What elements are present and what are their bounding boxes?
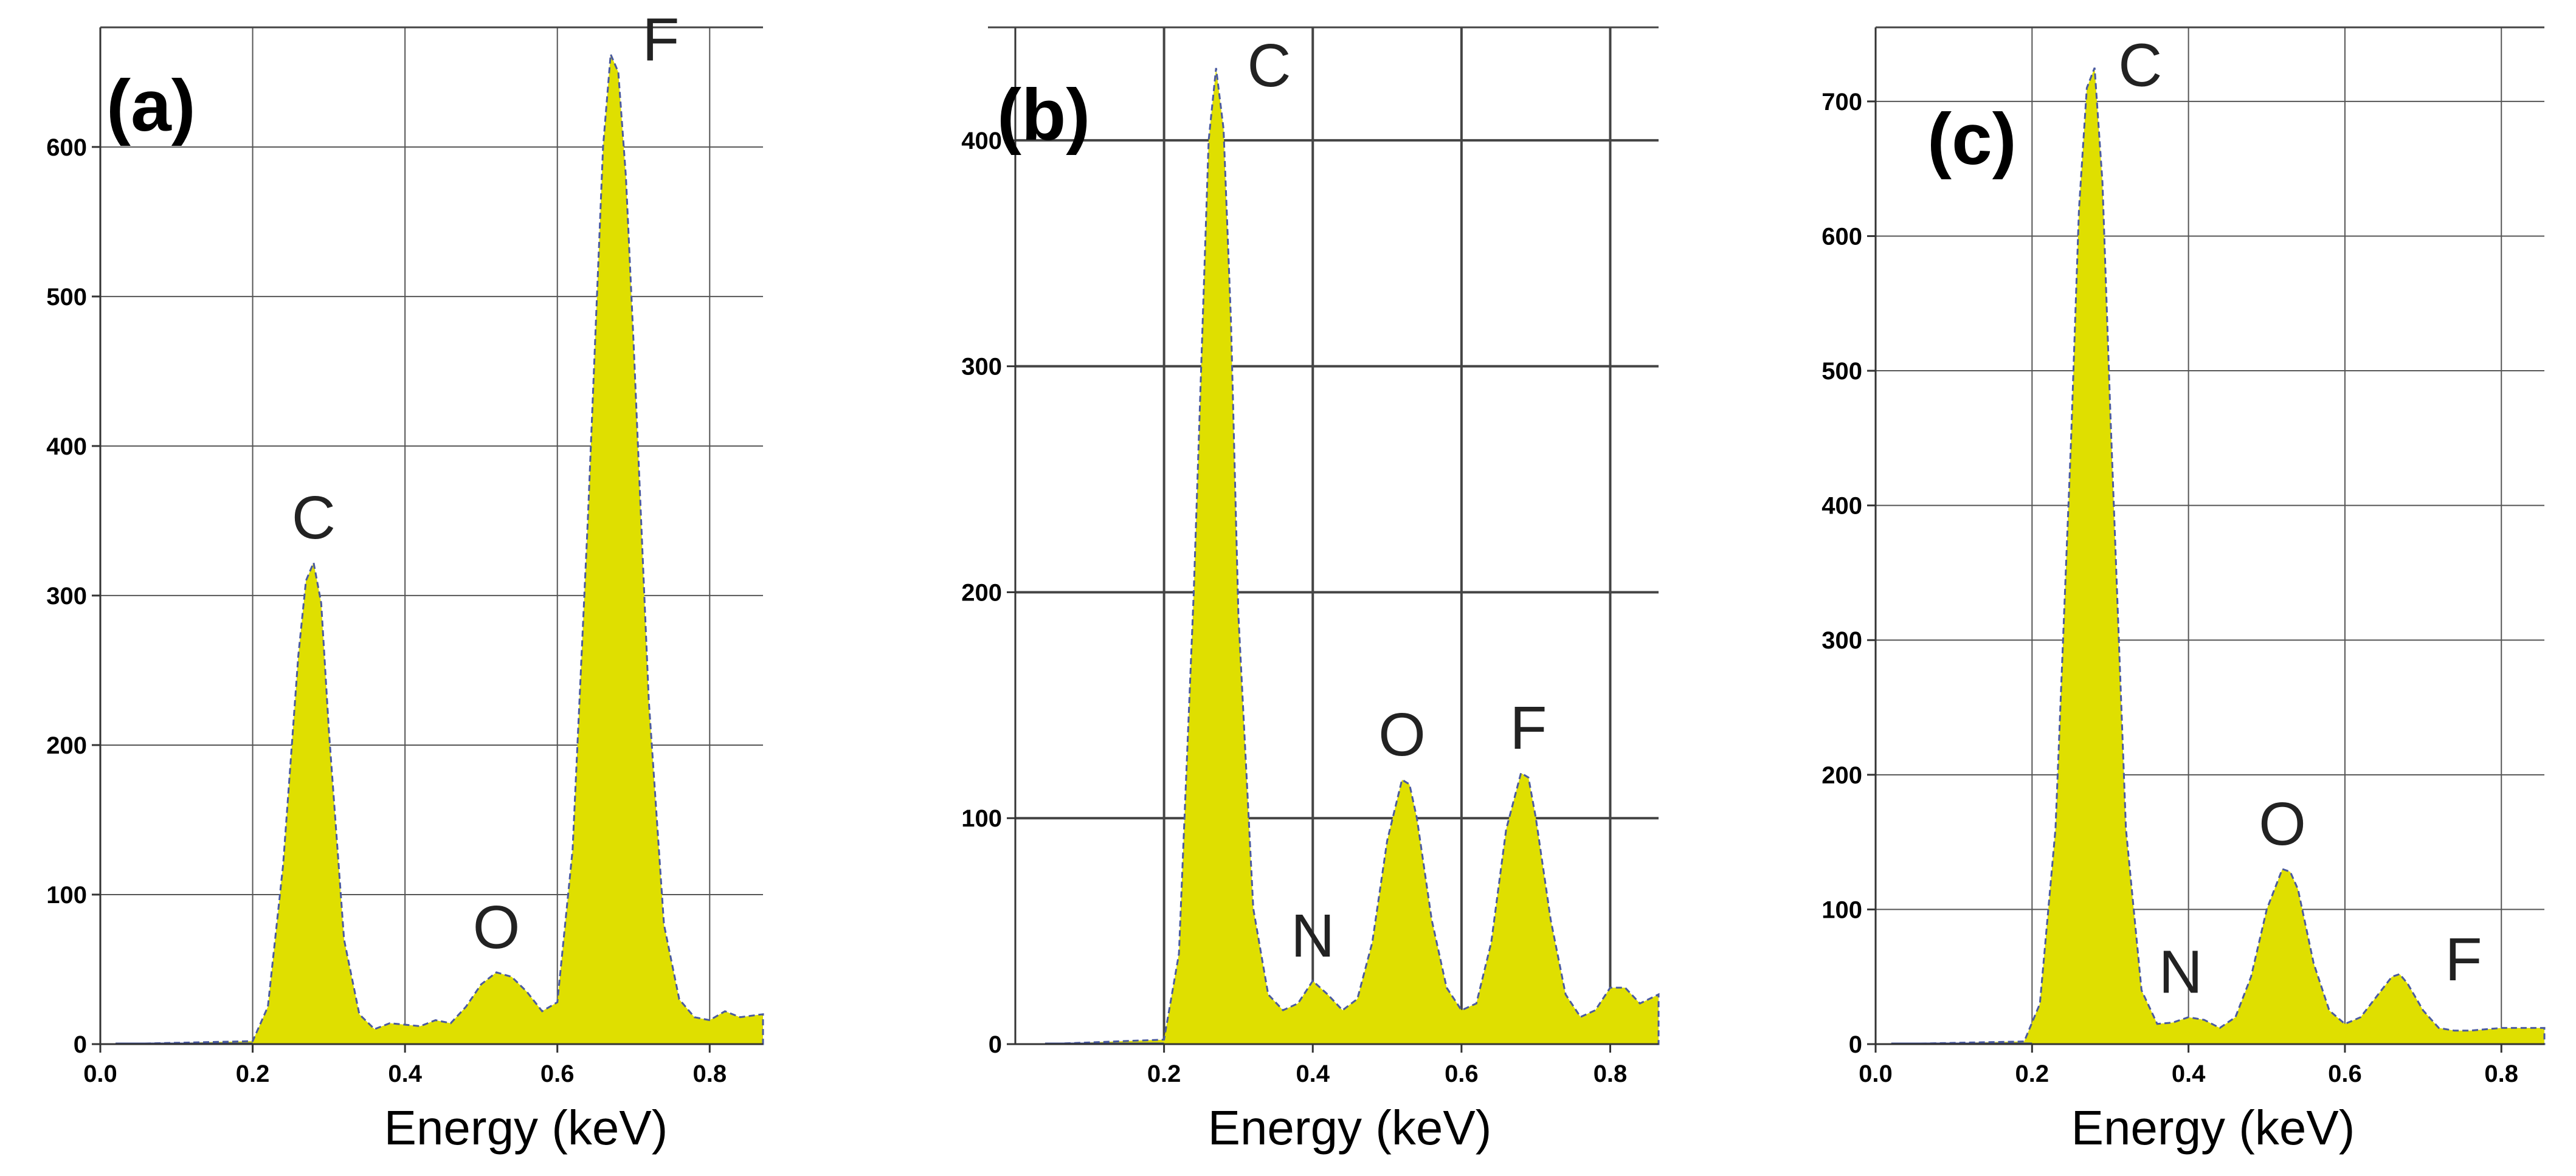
x-tick-label: 0.8 [1594, 1061, 1628, 1087]
x-tick-label: 0.4 [2172, 1061, 2206, 1087]
y-tick-label: 600 [1822, 223, 1862, 250]
peak-label-n: N [2159, 938, 2203, 1006]
y-tick-label: 400 [46, 433, 87, 460]
y-tick-label: 500 [1822, 358, 1862, 385]
x-tick-label: 0.6 [2328, 1061, 2362, 1087]
y-tick-label: 400 [1822, 493, 1862, 520]
x-tick-label: 0.0 [83, 1061, 117, 1087]
peak-label-c: C [292, 484, 336, 552]
peak-label-o: O [1378, 701, 1426, 769]
panel-label: (a) [106, 65, 196, 146]
chart-panel-b: 0 100 200 300 400 0.2 0.4 0.6 0.8 Energy (keV) (b)… [961, 26, 1660, 1155]
chart-panel-a: 0 100 200 300 400 500 600 0.0 0.2 0.4 0.6 0.8 Energy… [46, 5, 764, 1155]
x-axis-title: Energy (keV) [384, 1101, 668, 1155]
spectrum-area [1045, 67, 1660, 1045]
peak-label-o: O [473, 893, 520, 961]
y-tick-label: 100 [961, 805, 1002, 832]
y-tick-label: 200 [46, 732, 87, 759]
y-tick-label: 400 [961, 128, 1002, 154]
peak-label-f: F [2445, 926, 2482, 994]
peak-label-c: C [1247, 32, 1291, 100]
peak-label-f: F [642, 5, 679, 74]
panel-label: (b) [997, 74, 1090, 156]
y-tick-label: 100 [1822, 896, 1862, 923]
y-tick-label: 0 [74, 1031, 87, 1058]
y-tick-label: 300 [961, 354, 1002, 380]
x-tick-label: 0.4 [388, 1061, 422, 1087]
y-tick-label: 700 [1822, 89, 1862, 115]
x-axis-title: Energy (keV) [2071, 1101, 2355, 1155]
x-tick-label: 0.4 [1296, 1061, 1330, 1087]
peak-label-c: C [2118, 31, 2162, 99]
x-tick-label: 0.2 [2015, 1061, 2049, 1087]
y-tick-label: 300 [1822, 627, 1862, 654]
x-tick-label: 0.8 [692, 1061, 727, 1087]
panel-label: (c) [1927, 98, 2017, 180]
x-tick-label: 0.6 [540, 1061, 575, 1087]
peak-label-o: O [2259, 790, 2306, 858]
y-tick-label: 500 [46, 284, 87, 311]
y-tick-label: 600 [46, 134, 87, 161]
peak-label-n: N [1291, 902, 1335, 970]
spectrum-area [116, 53, 764, 1045]
y-tick-label: 100 [46, 882, 87, 909]
x-axis-title: Energy (keV) [1208, 1101, 1492, 1155]
x-tick-label: 0.2 [1147, 1061, 1181, 1087]
y-tick-label: 200 [1822, 762, 1862, 789]
peak-label-f: F [1510, 694, 1547, 762]
x-tick-label: 0.0 [1859, 1061, 1893, 1087]
x-tick-label: 0.8 [2484, 1061, 2518, 1087]
y-tick-label: 0 [989, 1031, 1002, 1058]
y-tick-label: 300 [46, 583, 87, 610]
chart-panel-c: 0 100 200 300 400 500 600 700 0.0 0.2 0.4 0.6 0.8 Ene… [1822, 26, 2546, 1155]
y-tick-label: 0 [1849, 1031, 1862, 1058]
x-tick-label: 0.2 [236, 1061, 270, 1087]
spectrum-area [1891, 67, 2546, 1045]
y-tick-label: 200 [961, 579, 1002, 606]
x-tick-label: 0.6 [1445, 1061, 1479, 1087]
